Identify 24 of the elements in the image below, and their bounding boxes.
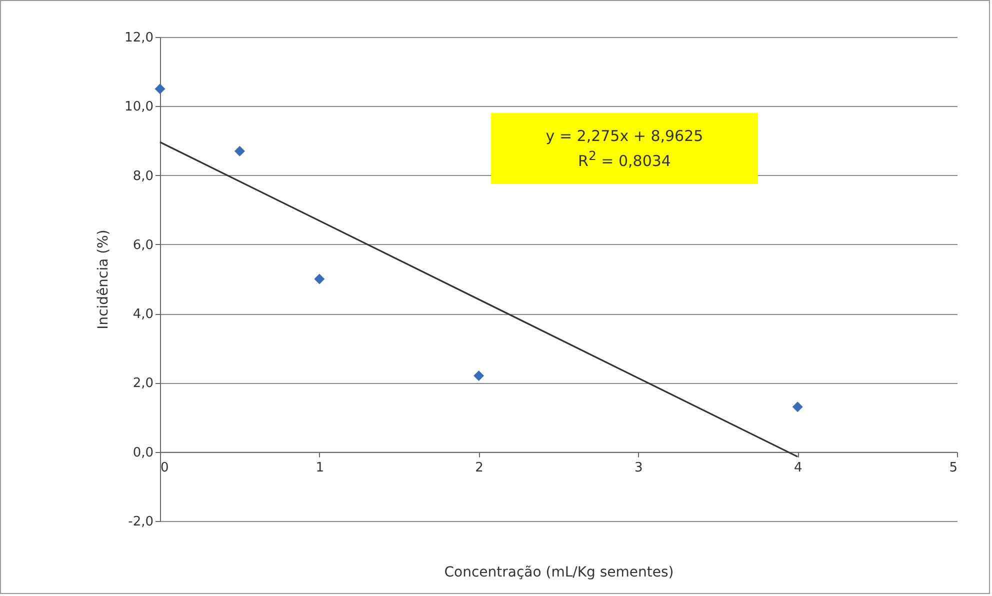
point: [234, 146, 245, 156]
equation-box: y = 2,275x + 8,9625 R$^{2}$ = 0,8034: [491, 113, 758, 184]
x-tick-label: 3: [634, 460, 643, 476]
y-tick-label: 6,0: [132, 238, 154, 253]
y-tick-label: 0,0: [132, 445, 154, 460]
y-tick-label: 4,0: [132, 307, 154, 322]
y-axis-title: Incidência (%): [96, 230, 112, 330]
x-tick-label: 0: [160, 460, 169, 476]
y-tick-label: 12,0: [124, 30, 154, 46]
x-tick-label: 2: [475, 460, 484, 476]
annotation: y = 2,275x + 8,9625: [544, 126, 704, 146]
x-tick-label: 1: [316, 460, 324, 476]
point: [154, 84, 166, 94]
point: [474, 370, 484, 382]
y-tick-label: 10,0: [124, 100, 154, 115]
x-axis-title: Concentração (mL/Kg sementes): [444, 564, 674, 580]
x-tick-label: 5: [949, 460, 958, 476]
y-tick-label: 8,0: [132, 168, 154, 184]
point: [314, 274, 325, 284]
y-tick-label: 2,0: [132, 376, 154, 392]
point: [792, 402, 803, 412]
y-tick-label: -2,0: [128, 514, 154, 530]
x-tick-label: 4: [794, 460, 802, 476]
annotation: R$^{2}$ = 0,8034: [577, 146, 672, 170]
